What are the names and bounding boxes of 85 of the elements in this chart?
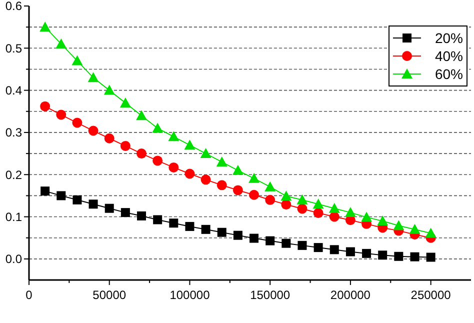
point [250,234,259,243]
point [153,215,162,224]
point [40,186,50,196]
point [120,208,130,218]
point [40,101,50,112]
point [282,238,291,248]
point [136,110,148,120]
point [330,245,339,254]
point [426,252,436,262]
point [248,172,260,183]
point [88,126,98,136]
point [296,194,308,204]
point [104,204,114,213]
point [233,230,242,240]
point [40,22,51,32]
point [265,194,276,205]
point [312,198,324,209]
point [344,207,356,218]
point [298,240,307,250]
point [120,140,130,151]
point [88,72,99,82]
point [136,148,147,159]
x-tick-label: 50000 [92,288,126,302]
point [137,211,146,220]
y-tick-label: 0.3 [5,126,22,140]
legend-label: 20% [434,30,463,46]
point [72,195,82,204]
point [346,247,355,256]
point [328,202,340,213]
point [104,133,114,144]
point [378,250,388,260]
point [314,243,323,252]
point [56,110,66,120]
point [184,140,196,150]
point [409,224,420,234]
y-tick-label: 0.5 [5,41,22,56]
point [313,208,324,218]
y-tick-label: 0.6 [5,0,22,14]
point [232,164,244,175]
point [152,156,163,166]
point [394,252,404,261]
point [56,38,67,48]
point [185,222,194,231]
point [216,156,228,166]
point [200,174,211,185]
point [168,162,179,172]
point [201,224,210,234]
point [184,168,195,179]
point [425,228,436,238]
point [232,185,243,196]
point [120,97,131,108]
point [168,131,180,142]
point [56,191,66,200]
y-tick-label: 0.2 [5,168,22,182]
point [362,248,372,258]
point [329,212,340,222]
point [72,118,82,128]
point [152,122,164,133]
point [217,228,226,237]
point [264,181,276,192]
point [169,218,178,228]
x-tick-label: 200000 [330,288,371,302]
point [216,180,227,190]
point [377,215,388,226]
point [280,190,292,201]
point [266,236,275,246]
x-tick-label: 100000 [170,288,210,302]
point [72,55,83,66]
point [297,204,308,214]
point [88,200,98,209]
legend-label: 40% [434,48,463,64]
legend-label: 60% [434,66,463,82]
y-tick-label: 0.1 [5,210,22,224]
point [104,84,115,95]
point [393,220,404,230]
point [410,252,420,262]
point [281,200,292,210]
point [249,190,260,200]
point [361,212,372,222]
y-tick-label: 0.0 [5,252,22,266]
y-tick-label: 0.4 [5,84,22,98]
x-tick-label: 150000 [250,288,290,302]
x-tick-label: 0 [26,288,33,302]
point [200,148,212,158]
x-tick-label: 250000 [410,288,452,302]
